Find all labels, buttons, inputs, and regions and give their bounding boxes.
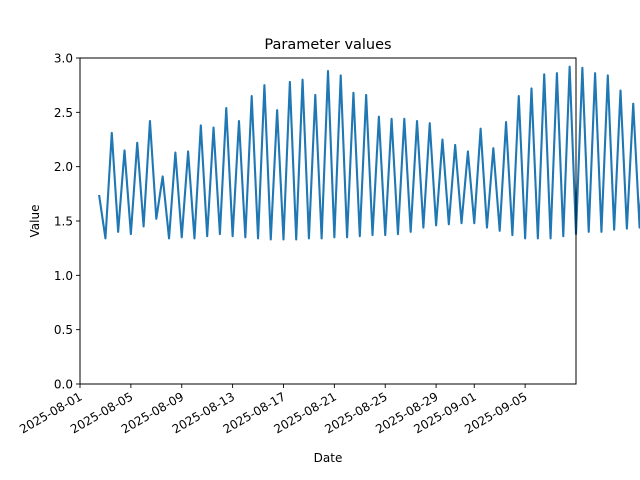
y-tick-label: 2.0 xyxy=(54,160,73,174)
chart-title: Parameter values xyxy=(264,37,391,53)
y-tick-label: 1.5 xyxy=(54,215,73,229)
y-tick-label: 1.0 xyxy=(54,269,73,283)
series-line xyxy=(98,65,640,241)
y-ticks: 0.0 0.5 1.0 1.5 2.0 2.5 3.0 xyxy=(54,52,80,392)
y-tick-label: 0.0 xyxy=(54,378,73,392)
plot-frame xyxy=(79,57,577,385)
x-axis-label: Date xyxy=(314,451,343,465)
y-axis-label: Value xyxy=(28,205,42,238)
y-tick-label: 3.0 xyxy=(54,52,73,66)
y-tick-label: 2.5 xyxy=(54,106,73,120)
x-ticks: 2025-08-012025-08-052025-08-092025-08-13… xyxy=(17,384,530,436)
y-tick-label: 0.5 xyxy=(54,323,73,337)
